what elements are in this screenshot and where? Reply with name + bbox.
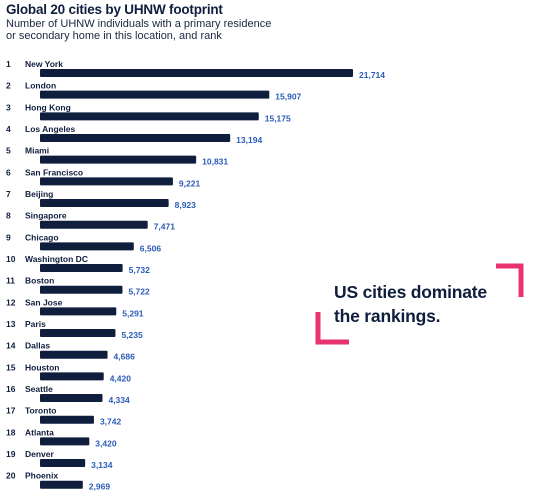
value-label: 8,923 — [175, 200, 197, 210]
value-label: 6,506 — [140, 243, 162, 253]
rank-label: 3 — [6, 102, 11, 112]
subtitle-line-2: or secondary home in this location, and … — [6, 30, 222, 42]
bar — [40, 90, 270, 99]
bar — [40, 155, 197, 164]
bar — [40, 372, 104, 381]
city-label: Chicago — [25, 232, 59, 242]
city-label: Atlanta — [25, 427, 54, 437]
bracket-top-right-shape — [496, 263, 524, 297]
value-label: 5,722 — [128, 287, 150, 297]
rank-label: 2 — [6, 81, 11, 91]
value-label: 3,134 — [91, 460, 113, 470]
city-label: Washington DC — [25, 254, 88, 264]
value-label: 15,175 — [265, 113, 291, 123]
callout-bracket-top-right — [496, 263, 524, 297]
rank-label: 17 — [6, 406, 16, 416]
bar — [40, 69, 353, 77]
city-label: San Francisco — [25, 167, 83, 177]
rank-label: 1 — [6, 59, 11, 69]
bar — [40, 134, 231, 143]
rank-label: 5 — [6, 146, 11, 156]
callout-bracket-bottom-left — [315, 312, 349, 345]
rank-label: 19 — [6, 449, 16, 459]
value-label: 13,194 — [236, 135, 262, 145]
city-label: Phoenix — [25, 471, 58, 481]
value-label: 3,420 — [95, 438, 117, 448]
bar — [40, 329, 116, 338]
city-label: Houston — [25, 362, 59, 372]
bar — [40, 242, 134, 251]
rank-label: 15 — [6, 362, 16, 372]
rank-label: 20 — [6, 471, 16, 481]
bar — [40, 307, 117, 316]
rank-label: 14 — [6, 341, 16, 351]
subtitle-line-1: Number of UHNW individuals with a primar… — [6, 18, 272, 30]
value-label: 5,291 — [122, 308, 144, 318]
city-label: Los Angeles — [25, 124, 75, 134]
bar — [40, 199, 169, 208]
city-label: San Jose — [25, 297, 63, 307]
rank-label: 18 — [6, 427, 16, 437]
value-label: 10,831 — [202, 157, 228, 167]
city-label: Hong Kong — [25, 102, 71, 112]
bar — [40, 177, 173, 186]
city-label: Boston — [25, 276, 54, 286]
city-label: Dallas — [25, 341, 50, 351]
city-label: New York — [25, 59, 63, 69]
bar — [40, 350, 108, 359]
value-label: 2,969 — [89, 482, 111, 492]
bar — [40, 415, 94, 424]
bar — [40, 480, 83, 489]
bar — [40, 220, 148, 229]
value-label: 4,334 — [108, 395, 130, 405]
city-label: Paris — [25, 319, 46, 329]
bar — [40, 394, 103, 403]
value-label: 3,742 — [100, 417, 122, 427]
chart-title: Global 20 cities by UHNW footprint — [6, 2, 223, 17]
rank-label: 6 — [6, 167, 11, 177]
value-label: 5,235 — [121, 330, 143, 340]
value-label: 4,686 — [114, 352, 136, 362]
city-label: Denver — [25, 449, 55, 459]
value-label: 4,420 — [110, 373, 132, 383]
bracket-bottom-left-shape — [315, 312, 349, 345]
rank-label: 13 — [6, 319, 16, 329]
city-label: Seattle — [25, 384, 53, 394]
bar — [40, 285, 123, 294]
value-label: 15,907 — [275, 92, 301, 102]
callout-line-1: US cities dominate — [334, 282, 487, 302]
callout-text: US cities dominate the rankings. — [334, 280, 487, 328]
rank-label: 4 — [6, 124, 11, 134]
city-label: Singapore — [25, 211, 67, 221]
value-label: 21,714 — [359, 70, 385, 80]
chart-subtitle: Number of UHNW individuals with a primar… — [6, 18, 306, 42]
city-label: Toronto — [25, 406, 56, 416]
bar — [40, 112, 259, 121]
rank-label: 7 — [6, 189, 11, 199]
callout-line-2: the rankings. — [334, 306, 441, 326]
bar — [40, 437, 90, 446]
city-label: Miami — [25, 146, 49, 156]
rank-label: 16 — [6, 384, 16, 394]
value-label: 7,471 — [154, 222, 176, 232]
city-label: London — [25, 81, 56, 91]
value-label: 5,732 — [129, 265, 151, 275]
rank-label: 11 — [6, 276, 15, 286]
rank-label: 9 — [6, 232, 11, 242]
value-label: 9,221 — [179, 178, 201, 188]
rank-label: 10 — [6, 254, 16, 264]
rank-label: 12 — [6, 297, 16, 307]
bar — [40, 264, 123, 273]
city-label: Beijing — [25, 189, 53, 199]
rank-label: 8 — [6, 211, 11, 221]
bar — [40, 459, 86, 468]
